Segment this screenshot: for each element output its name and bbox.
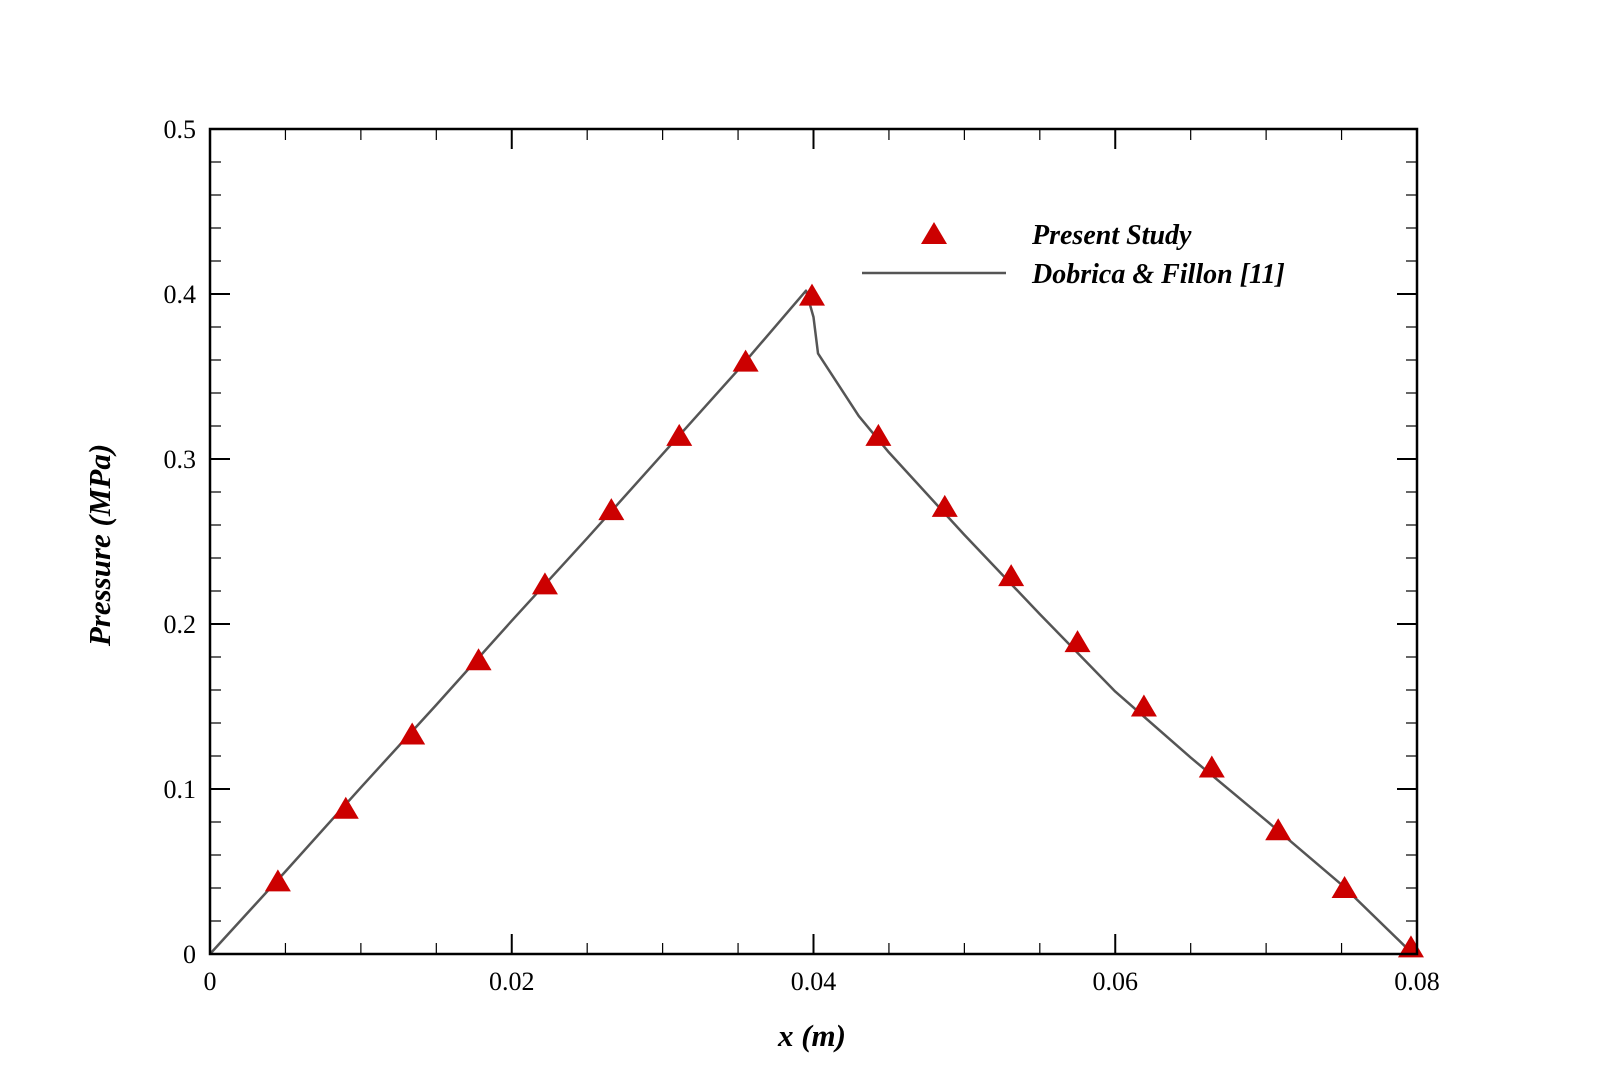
data-point-present-study [1265,818,1292,841]
series-markers-group [264,283,1424,958]
x-tick-label: 0.08 [1394,967,1440,996]
y-axis-title: Pressure (MPa) [82,444,117,647]
data-point-present-study [1064,630,1091,653]
legend: Present Study Dobrica & Fillon [11] [862,220,1285,290]
y-tick-label: 0.2 [164,610,197,639]
legend-label-present-study: Present Study [1031,220,1192,251]
legend-marker-present-study [921,222,947,244]
y-tick-label: 0.1 [164,775,197,804]
y-tick-label: 0.4 [164,280,197,309]
data-point-present-study [666,423,693,446]
major-ticks [209,128,1418,955]
data-point-present-study [865,423,892,446]
x-tick-label: 0.02 [489,967,535,996]
data-point-present-study [399,722,426,745]
y-tick-label: 0.3 [164,445,197,474]
legend-label-dobrica-fillon: Dobrica & Fillon [11] [1031,259,1285,290]
data-point-present-study [264,869,291,892]
minor-ticks [210,129,1417,954]
series-line-group [209,289,1411,955]
data-point-present-study [332,796,359,819]
x-axis-title: x (m) [777,1018,846,1053]
data-point-present-study [931,494,958,517]
x-tick-label: 0.06 [1093,967,1139,996]
data-point-present-study [1331,876,1358,898]
data-point-present-study [1198,755,1225,778]
data-point-present-study [998,564,1025,587]
y-tick-labels: 0 0.1 0.2 0.3 0.4 0.5 [164,115,197,969]
x-tick-labels: 0 0.02 0.04 0.06 0.08 [204,967,1440,996]
data-point-present-study [798,283,825,306]
data-point-present-study [531,572,558,595]
y-tick-label: 0.5 [164,115,197,144]
plot-frame [208,127,1419,956]
data-point-present-study [1130,694,1157,717]
x-tick-label: 0 [204,967,217,996]
data-point-present-study [465,648,492,671]
y-tick-label: 0 [183,940,196,969]
x-tick-label: 0.04 [791,967,837,996]
line-series-dobrica-fillon [209,289,1411,955]
data-point-present-study [598,498,625,521]
data-point-present-study [732,349,759,372]
